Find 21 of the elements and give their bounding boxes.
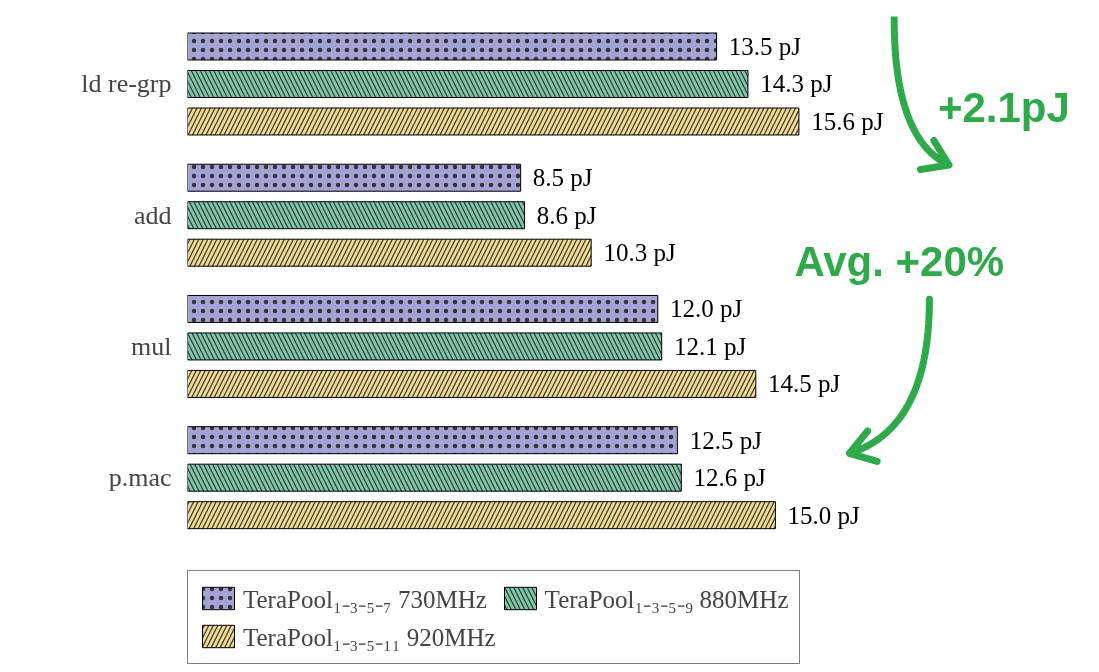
y-tick-label: mul — [131, 331, 172, 361]
data-label: 8.5 pJ — [532, 164, 593, 192]
data-label: 10.3 pJ — [603, 239, 676, 267]
data-label: 14.3 pJ — [760, 70, 833, 98]
data-label: 12.0 pJ — [670, 295, 743, 323]
y-tick-label: add — [133, 200, 172, 230]
data-label: 12.5 pJ — [689, 426, 763, 454]
y-tick-label: ld re-grp — [81, 69, 172, 99]
annotation: Avg. +20% — [794, 237, 1005, 285]
legend-label: TeraPool₁₋₃₋₅₋₇ 730MHz — [243, 585, 487, 615]
data-label: 15.0 pJ — [787, 501, 861, 529]
y-tick-label: p.mac — [108, 463, 172, 493]
data-label: 8.6 pJ — [536, 201, 597, 229]
data-label: 12.1 pJ — [673, 332, 747, 360]
legend-label: TeraPool₁₋₃₋₅₋₁₁ 920MHz — [243, 623, 496, 653]
data-label: 12.6 pJ — [693, 464, 767, 492]
data-label: 14.5 pJ — [768, 370, 841, 398]
text: +2.1pJ — [937, 84, 1070, 132]
data-label: 13.5 pJ — [728, 33, 802, 60]
data-label: 15.6 pJ — [811, 107, 884, 135]
legend-label: TeraPool₁₋₃₋₅₋₉ 880MHz — [544, 585, 789, 615]
